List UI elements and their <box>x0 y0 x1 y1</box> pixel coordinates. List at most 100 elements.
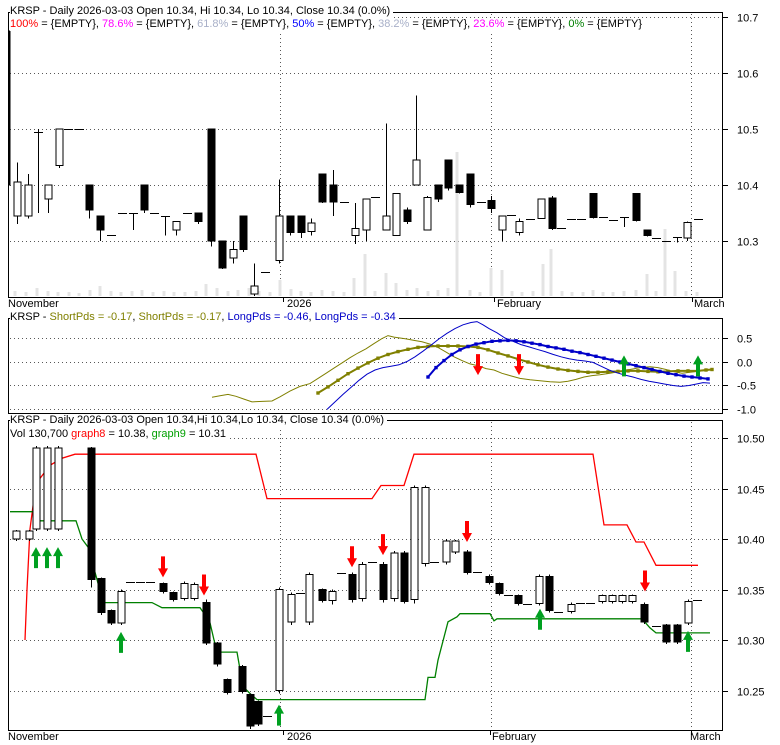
sell-signal-arrow-icon <box>199 574 209 596</box>
series-marker <box>682 374 686 378</box>
volume-legend-segment: = 10.31 <box>185 428 226 440</box>
panel-oscillator[interactable]: 0.5 0.0 -0.5 -1.0 <box>8 318 756 417</box>
volume-bar <box>478 292 482 296</box>
candle-down <box>632 192 641 221</box>
bottom-panel-title: KRSP - Daily 2026-03-03 Open 10.34,Hi 10… <box>10 414 388 427</box>
series-marker <box>606 370 610 374</box>
x-axis-strip-upper: November 2026 February March <box>0 298 780 312</box>
series-marker <box>530 341 534 345</box>
candle-up <box>628 595 637 603</box>
volume-bar <box>331 291 335 296</box>
series-marker <box>618 360 622 364</box>
y-axis-label: 0.0 <box>737 358 752 370</box>
series-marker <box>316 391 320 395</box>
series-marker <box>442 358 446 363</box>
series-marker <box>594 354 598 358</box>
fib-legend-segment: 0% <box>568 18 585 30</box>
candle-up <box>305 573 314 623</box>
top-panel-title: KRSP - Daily 2026-03-03 Open 10.34, Hi 1… <box>10 5 394 18</box>
panel-price-top[interactable]: 10.7 10.6 10.5 10.4 10.3 <box>3 12 758 298</box>
candle-up <box>24 184 33 217</box>
x-axis-label: 2026 <box>287 731 312 743</box>
volume-bar <box>601 292 605 296</box>
buy-signal-arrow-icon <box>619 355 629 377</box>
x-axis-label: February <box>497 298 542 310</box>
panel-price-bottom[interactable]: 10.50 10.45 10.40 10.35 10.30 10.25 <box>8 420 765 731</box>
oscillator-legend-segment: , <box>221 311 228 323</box>
buy-signal-arrow-icon <box>53 547 63 569</box>
candle-down <box>246 694 255 727</box>
candle-up <box>32 447 41 530</box>
series-marker <box>658 369 662 374</box>
candle-down <box>207 128 216 242</box>
volume-bar <box>204 284 208 296</box>
series-marker <box>642 365 646 370</box>
fib-legend-segment: = {EMPTY} <box>584 18 643 30</box>
candle-down <box>643 229 652 236</box>
series-marker <box>326 385 330 389</box>
candle-up <box>180 582 189 600</box>
candle-up <box>275 215 284 262</box>
series-marker <box>690 375 694 379</box>
sell-signal-arrow-icon <box>462 521 472 543</box>
y-axis-label: 10.6 <box>737 69 758 81</box>
candle-down <box>9 30 11 186</box>
candle-up <box>392 192 401 236</box>
y-axis-label: 10.25 <box>737 687 765 699</box>
fib-legend-segment: = {EMPTY}, <box>409 18 474 30</box>
series-marker <box>406 347 410 351</box>
volume-bar <box>24 292 28 296</box>
candle-down <box>379 563 388 601</box>
candle-up <box>287 594 296 623</box>
fib-legend-segment: = {EMPTY}, <box>133 18 198 30</box>
volume-bar <box>663 229 667 296</box>
candle-down <box>640 604 649 623</box>
series-marker <box>426 344 430 349</box>
candle-up <box>328 591 337 602</box>
candle-down <box>286 215 295 234</box>
candle-down <box>673 624 682 643</box>
volume-bar <box>500 270 504 296</box>
y-axis-label: 10.5 <box>737 125 758 137</box>
candle-up <box>44 184 53 200</box>
volume-bar <box>162 291 166 296</box>
volume-bar <box>436 290 440 296</box>
volume-bar <box>363 254 367 296</box>
candle-down <box>548 197 557 230</box>
volume-bar <box>151 292 155 296</box>
candle-down <box>434 184 443 200</box>
candle-down <box>463 551 472 573</box>
candle-down <box>218 240 227 269</box>
x-axis-label: November <box>8 298 59 310</box>
candle-up <box>684 601 693 624</box>
y-axis-label: 0.5 <box>737 334 752 346</box>
y-axis-label: 10.50 <box>737 434 765 446</box>
candle-up <box>515 220 524 234</box>
series-marker <box>556 367 560 371</box>
series-marker <box>346 372 350 376</box>
x-axis-label: February <box>492 731 537 743</box>
volume-bar <box>695 292 699 296</box>
candle-down <box>213 642 222 665</box>
volume-bar <box>673 271 677 296</box>
series-marker <box>586 370 590 374</box>
candle-up <box>55 128 64 166</box>
candle-down <box>239 215 248 250</box>
y-axis-label: 10.35 <box>737 586 765 598</box>
y-axis-label: 10.45 <box>737 485 765 497</box>
panel-border <box>8 12 723 298</box>
candle-up <box>683 222 692 239</box>
sell-signal-arrow-icon <box>158 556 168 578</box>
oscillator-legend-segment: KRSP - <box>10 311 50 323</box>
volume-bar <box>560 291 564 296</box>
candle-up <box>13 181 22 217</box>
candle-down <box>485 575 494 584</box>
candle-up <box>421 487 430 564</box>
series-marker <box>514 339 518 343</box>
series-marker <box>636 369 640 373</box>
candle-up <box>275 589 284 691</box>
volume-bar <box>309 292 313 296</box>
volume-bar <box>278 280 282 296</box>
series-marker <box>356 366 360 370</box>
